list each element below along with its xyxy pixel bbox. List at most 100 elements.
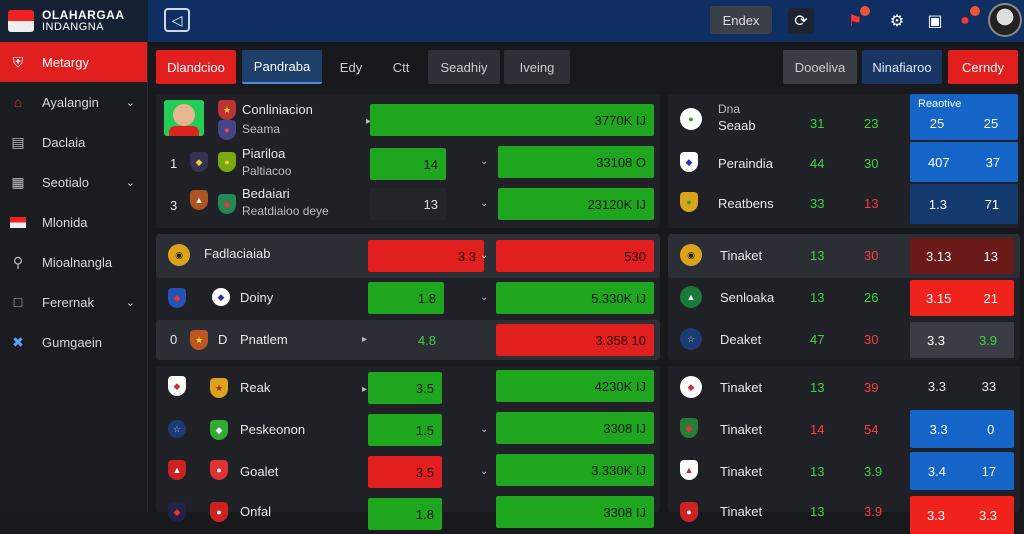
tab-iveing[interactable]: Iveing	[504, 50, 570, 84]
handicap-cell[interactable]: 14	[370, 148, 446, 180]
chevron-down-icon[interactable]: ⌄	[480, 292, 489, 303]
match-title[interactable]: Fadlaciaiab	[204, 246, 271, 261]
match-title[interactable]: Conliniacion	[242, 102, 313, 117]
match-title[interactable]: Bedaiari	[242, 186, 290, 201]
handicap-cell[interactable]: 1.8	[368, 498, 442, 530]
match-title[interactable]: Tinaket	[720, 422, 763, 437]
team-crest-icon: ●	[680, 192, 698, 212]
chevron-down-icon[interactable]: ⌄	[480, 424, 489, 435]
odds-bar[interactable]: 3.330K IJ	[496, 454, 654, 486]
odds-cell[interactable]: 407 37	[910, 142, 1018, 182]
sidebar-item-ferernak[interactable]: □ Ferernak ⌄	[0, 282, 147, 322]
tab-ctt[interactable]: Ctt	[392, 59, 410, 75]
odds-value-1: 407	[927, 154, 950, 170]
match-title[interactable]: Tinaket	[720, 380, 763, 395]
odds-value-2: 33	[981, 378, 997, 394]
match-title[interactable]: Peskeonon	[240, 422, 306, 437]
avatar[interactable]	[988, 3, 1022, 37]
handicap-cell[interactable]: 1.8	[368, 282, 444, 314]
sidebar-item-mioalnangla[interactable]: ⚲ Mioalnangla	[0, 242, 147, 282]
chevron-down-icon[interactable]: ⌄	[480, 156, 489, 167]
odds-cell[interactable]: 3.3 0	[910, 410, 1014, 448]
handicap-cell[interactable]: 13	[370, 188, 446, 220]
sidebar-item-gumgaein[interactable]: ✖ Gumgaein	[0, 322, 147, 362]
search-button[interactable]: Endex	[710, 6, 772, 34]
match-title[interactable]: Deaket	[720, 332, 762, 347]
match-title[interactable]: Doiny	[240, 290, 274, 305]
tab-dooeliva[interactable]: Dooeliva	[783, 50, 857, 84]
team-crest-icon: ☆	[680, 328, 702, 350]
refresh-icon[interactable]: ⟳	[788, 8, 814, 34]
tab-edy[interactable]: Edy	[339, 59, 363, 75]
match-title[interactable]: Dna	[718, 102, 741, 116]
odds-bar[interactable]: 3.358 10	[496, 324, 654, 356]
odds-value-1: 3.3	[927, 378, 946, 394]
bell-icon[interactable]: ●	[952, 6, 980, 34]
sidebar-item-metargy[interactable]: ⛨ Metargy	[0, 42, 147, 82]
odds-cell[interactable]: 3.4 17	[910, 452, 1014, 490]
tab-ninafiaroo[interactable]: Ninafiaroo	[862, 50, 942, 84]
sidebar-item-label: Daclaia	[42, 134, 86, 150]
match-title[interactable]: Reak	[240, 380, 271, 395]
gear-icon[interactable]: ⚙	[889, 13, 905, 30]
stat-b: 39	[864, 380, 879, 395]
odds-bar[interactable]: 3308 IJ	[496, 412, 654, 444]
odds-cell[interactable]: 3.15 21	[910, 280, 1014, 316]
odds-cell[interactable]: 3.3 3.3	[910, 496, 1014, 534]
chevron-down-icon: ⌄	[125, 96, 135, 109]
match-title[interactable]: Pnatlem	[240, 332, 288, 347]
home-icon: ⌂	[13, 94, 23, 110]
odds-value-2: 71	[984, 196, 1000, 212]
app-logo[interactable]: OLAHARGAA INDANGNA	[0, 0, 148, 42]
handicap-cell[interactable]: 3.5	[368, 456, 442, 488]
odds-cell[interactable]: Reaotive 25 25	[910, 94, 1018, 140]
sidebar-item-seotialo[interactable]: ▦ Seotialo ⌄	[0, 162, 147, 202]
chevron-down-icon[interactable]: ⌄	[480, 466, 489, 477]
chevron-down-icon[interactable]: ⌄	[480, 198, 489, 209]
sidebar-item-ayalangin[interactable]: ⌂ Ayalangin ⌄	[0, 82, 147, 122]
odds-bar[interactable]: 530	[496, 240, 654, 272]
odds-cell[interactable]: 3.3 3.9	[910, 322, 1014, 358]
match-title[interactable]: Reatbens	[718, 196, 774, 211]
odds-cell[interactable]: 3.13 13	[910, 238, 1014, 274]
match-title[interactable]: Tinaket	[720, 248, 763, 263]
odds-bar[interactable]: 3770K IJ	[370, 104, 654, 136]
team-crest-icon: ★	[218, 100, 236, 120]
lock-icon[interactable]: ▣	[927, 13, 943, 30]
match-title[interactable]: Piariloa	[242, 146, 286, 161]
chevron-down-icon: ⌄	[125, 176, 135, 189]
handicap-cell[interactable]: 1.5	[368, 414, 442, 446]
odds-bar[interactable]: 23120K IJ	[498, 188, 654, 220]
match-group-2: ◉ Fadlaciaiab 3.3 ⌄ 530 ◆ ◆ Doiny 1.8 ⌄ …	[156, 234, 660, 360]
team-crest-icon: ★	[190, 330, 208, 350]
odds-bar[interactable]: 4230K IJ	[496, 370, 654, 402]
search-icon: ⚲	[12, 253, 24, 270]
chevron-down-icon[interactable]: ⌄	[480, 250, 489, 261]
tab-pandraba[interactable]: Pandraba	[242, 50, 322, 84]
stat-b: 3.9	[864, 464, 883, 479]
tab-dlandcioo[interactable]: Dlandcioo	[156, 50, 236, 84]
odds-bar[interactable]: 5.330K IJ	[496, 282, 654, 314]
document-icon: □	[13, 294, 23, 310]
odds-bar[interactable]: 33108 O	[498, 146, 654, 178]
handicap-cell[interactable]: 3.3	[368, 240, 484, 272]
match-group-3: ◆ ★ Reak ▸ 3.5 4230K IJ ☆ ◆ Peskeonon 1.…	[156, 366, 660, 530]
team-crest-icon: ◆	[210, 420, 228, 440]
tab-cerndy[interactable]: Cerndy	[948, 50, 1018, 84]
sidebar-item-mlonida[interactable]: Mlonida	[0, 202, 147, 242]
odds-bar[interactable]: 3308 IJ	[496, 496, 654, 528]
back-icon[interactable]: ◁	[164, 8, 190, 32]
sidebar-item-daclaia[interactable]: ▤ Daclaia	[0, 122, 147, 162]
match-title[interactable]: Tinaket	[720, 464, 763, 479]
odds-value-1: 3.4	[927, 463, 946, 479]
handicap-cell[interactable]: 3.5	[368, 372, 442, 404]
row-number: 0	[170, 332, 178, 347]
odds-cell[interactable]: 1.3 71	[910, 184, 1018, 224]
tab-seadhiy[interactable]: Seadhiy	[428, 50, 500, 84]
alert-icon[interactable]: ⚑	[842, 6, 870, 34]
odds-cell[interactable]: 3.3 33	[910, 368, 1014, 404]
handicap-cell[interactable]: 4.8	[368, 324, 444, 356]
match-title[interactable]: Goalet	[240, 464, 279, 479]
match-title[interactable]: Senloaka	[720, 290, 775, 305]
match-title[interactable]: Peraindia	[718, 156, 773, 171]
